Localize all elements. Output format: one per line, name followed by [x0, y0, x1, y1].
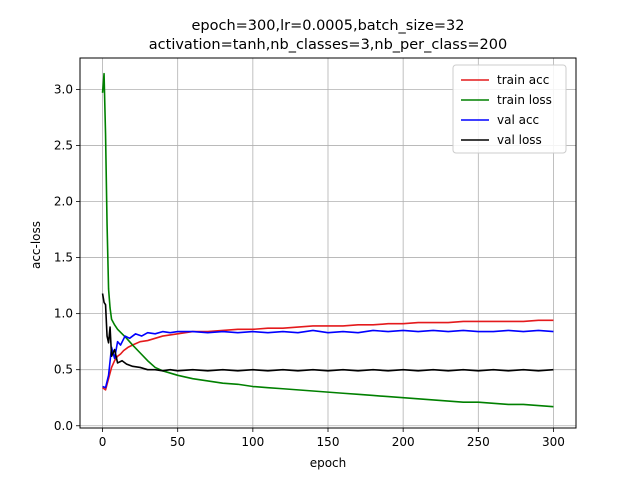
x-tick-label: 300 — [542, 435, 565, 449]
y-tick-label: 2.5 — [54, 138, 73, 152]
y-axis-title: acc-loss — [29, 221, 43, 269]
y-tick-label: 0.0 — [54, 419, 73, 433]
series-line-val-acc — [102, 329, 554, 389]
legend-label: val acc — [497, 113, 539, 127]
y-tick-label: 0.5 — [54, 363, 73, 377]
x-tick-label: 250 — [467, 435, 490, 449]
legend-label: train loss — [497, 93, 552, 107]
series-line-val-loss — [101, 293, 554, 372]
legend-label: train acc — [497, 73, 549, 87]
x-tick-label: 0 — [99, 435, 107, 449]
legend: train acc train loss val acc val loss — [452, 64, 567, 154]
y-tick-label: 2.0 — [54, 195, 73, 209]
chart-title-line-2: activation=tanh,nb_classes=3,nb_per_clas… — [149, 37, 507, 53]
x-tick-label: 100 — [241, 435, 264, 449]
grid-lines — [80, 58, 576, 428]
axis-ticks: 0 50 100 150 200 250 300 0.0 0.5 1.0 1.5 2.0 2.5 3.0 — [54, 82, 565, 449]
legend-box — [452, 64, 567, 154]
legend-label: val loss — [497, 133, 542, 147]
x-tick-label: 50 — [170, 435, 185, 449]
series-line-train-acc — [102, 319, 554, 391]
x-axis-title: epoch — [310, 456, 347, 470]
y-tick-label: 1.5 — [54, 251, 73, 265]
x-tick-label: 150 — [317, 435, 340, 449]
chart-title-line-1: epoch=300,lr=0.0005,batch_size=32 — [192, 18, 465, 34]
y-tick-label: 3.0 — [54, 82, 73, 96]
series-line-train-loss — [101, 72, 554, 408]
series-layer — [101, 72, 554, 408]
y-tick-label: 1.0 — [54, 307, 73, 321]
x-tick-label: 200 — [392, 435, 415, 449]
